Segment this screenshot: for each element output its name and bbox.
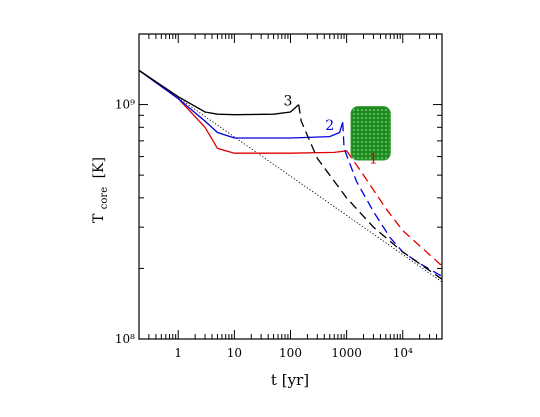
- x-tick-label: 10: [227, 346, 242, 360]
- x-tick-label: 100: [279, 346, 302, 360]
- y-tick-label: 10⁹: [115, 98, 135, 112]
- series-3-dashed-line: [298, 104, 443, 280]
- series-3-solid-line: [138, 69, 300, 116]
- series-label-2: 2: [325, 118, 334, 134]
- axis-ticks: [138, 33, 443, 340]
- x-tick-label: 10⁴: [393, 346, 413, 360]
- series-2-dashed-line: [342, 122, 443, 277]
- series-label-3: 3: [283, 94, 292, 110]
- series-layer: [138, 69, 443, 283]
- y-axis-label: T core [K]: [91, 157, 111, 223]
- series-2-solid-line: [138, 69, 344, 139]
- annotation-layer: 1 2 3: [283, 94, 377, 168]
- series-1-dashed-line: [346, 150, 443, 267]
- plot-frame: [138, 33, 443, 340]
- series-1-solid-line: [138, 69, 347, 154]
- x-tick-label: 1000: [331, 346, 362, 360]
- svg-text:T core [K]: T core [K]: [91, 157, 111, 223]
- reference-dotted-line: [138, 69, 443, 283]
- y-tick-label: 10⁸: [115, 332, 135, 346]
- axis-tick-labels: 1 10 100 1000 10⁴ 10⁸ 10⁹: [115, 98, 413, 360]
- y-axis-label-main: T: [91, 213, 107, 223]
- inset-green-box: [350, 106, 391, 161]
- x-tick-label: 1: [174, 346, 182, 360]
- y-axis-label-sub: core: [99, 187, 110, 209]
- series-label-1: 1: [369, 152, 378, 168]
- x-axis-label: t [yr]: [271, 371, 309, 389]
- y-axis-label-unit: [K]: [91, 157, 107, 178]
